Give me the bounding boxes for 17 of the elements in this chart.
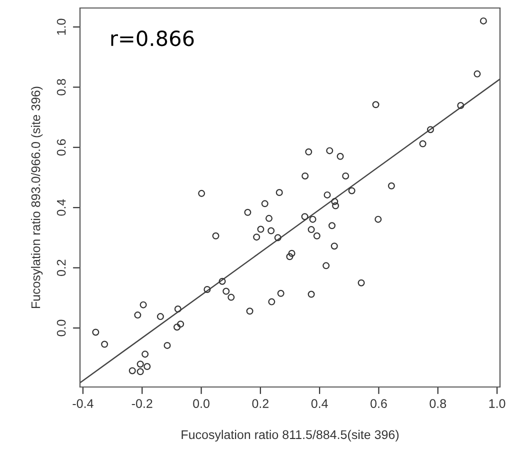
- x-tick-label: -0.2: [132, 399, 152, 408]
- y-tick-label: 0.8: [56, 79, 66, 96]
- annotation: r=0.866: [111, 30, 194, 46]
- x-tick-label: -0.4: [72, 399, 94, 408]
- x-tick-label: 0.6: [370, 399, 387, 408]
- x-tick-label: 1.0: [489, 399, 506, 408]
- x-tick-label: 0.4: [311, 399, 328, 408]
- y-tick-label: 1.0: [56, 18, 66, 35]
- y-axis-title: Fucosylation ratio 893.0/966.0 (site 396): [31, 86, 43, 308]
- y-tick-label: 0.0: [56, 320, 66, 336]
- x-tick-label: 0.8: [430, 399, 446, 408]
- x-axis-title: Fucosylation ratio 811.5/884.5(site 396): [182, 430, 399, 442]
- x-tick-label: 0.0: [193, 399, 210, 408]
- x-tick-label: 0.2: [252, 399, 268, 408]
- y-tick-label: 0.6: [56, 139, 66, 156]
- y-tick-label: 0.2: [56, 260, 66, 276]
- y-tick-label: 0.4: [56, 199, 66, 216]
